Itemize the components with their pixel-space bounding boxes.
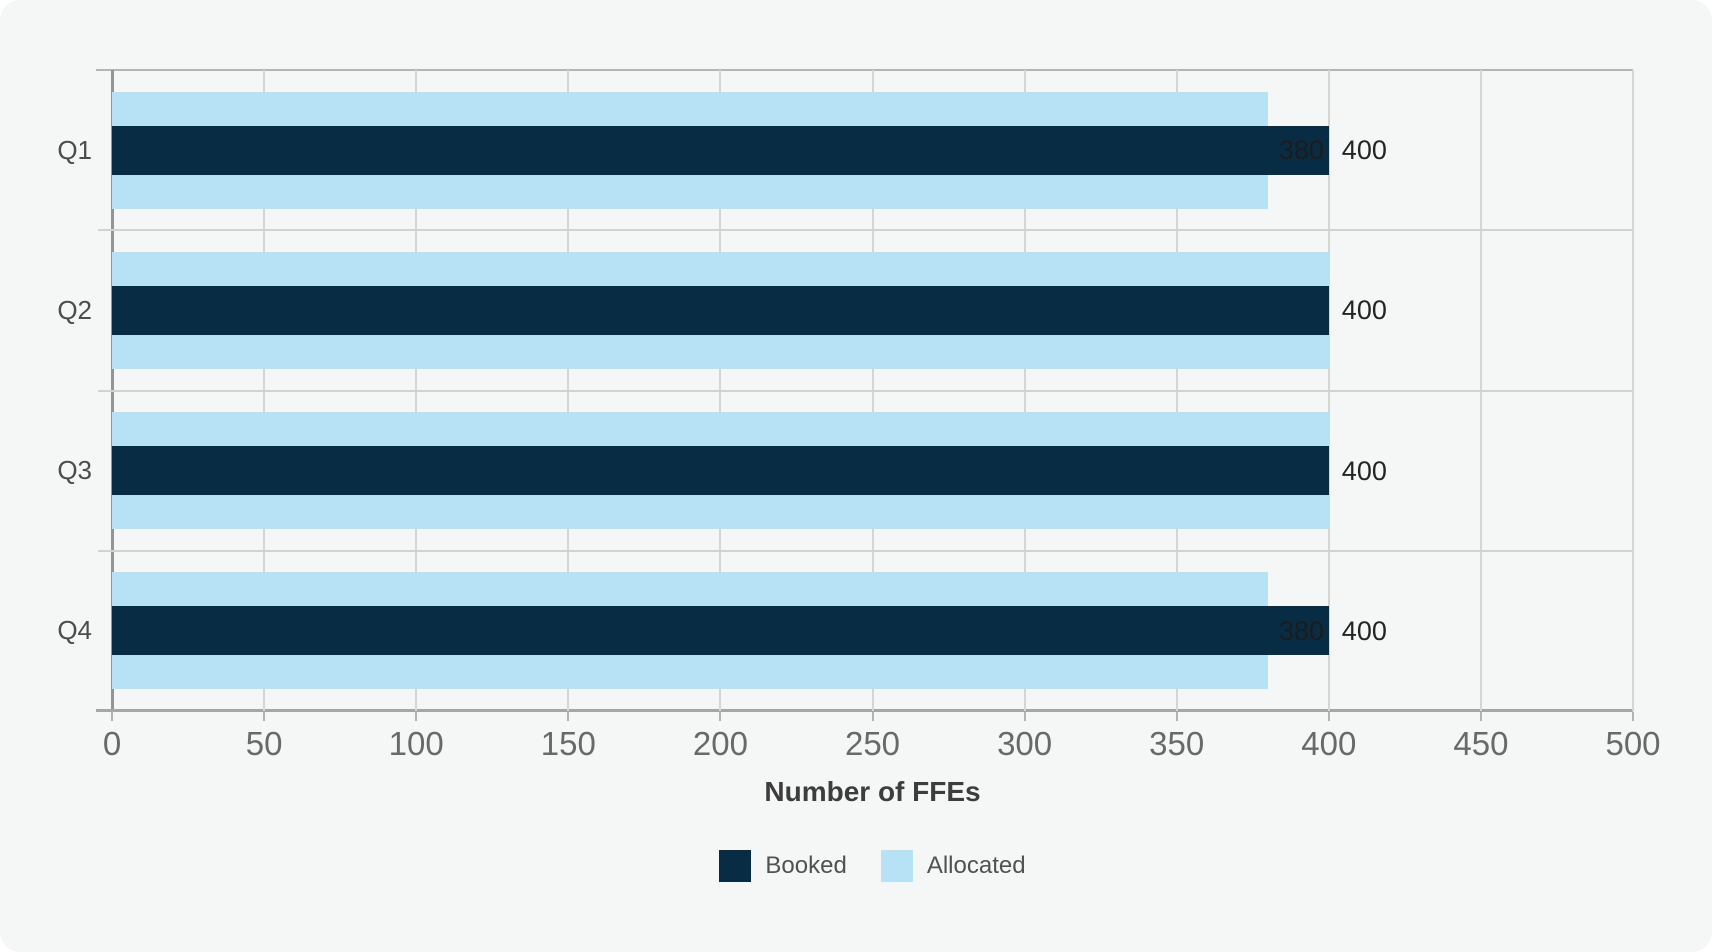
- x-tick-350: [1175, 712, 1178, 721]
- x-tick-label-350: 350: [1149, 725, 1205, 762]
- x-tick-label-400: 400: [1301, 725, 1357, 762]
- value-label-booked: 400: [1341, 455, 1387, 486]
- x-axis-title: Number of FFEs: [764, 776, 981, 807]
- bar-booked-q3: [112, 446, 1329, 496]
- x-tick-300: [1023, 712, 1026, 721]
- plot-area: 380 400 400 400 380 400 0 50 100 150 200 250 300 350 4…: [96, 69, 1661, 762]
- legend-label-booked: Booked: [765, 852, 847, 879]
- x-axis-line: [96, 709, 1633, 712]
- legend-label-allocated: Allocated: [926, 852, 1026, 879]
- y-axis-label-q1: Q1: [57, 134, 92, 165]
- x-tick-150: [567, 712, 570, 721]
- x-tick-250: [871, 712, 874, 721]
- y-axis-label-q3: Q3: [57, 455, 92, 486]
- x-tick-label-500: 500: [1605, 725, 1661, 762]
- legend-item-booked[interactable]: Booked: [719, 850, 847, 882]
- x-tick-50: [263, 712, 266, 721]
- x-tick-label-300: 300: [997, 725, 1053, 762]
- value-label-booked: 400: [1341, 135, 1387, 166]
- value-label-booked: 400: [1341, 615, 1387, 646]
- x-tick-label-250: 250: [844, 725, 901, 762]
- category-separator: [98, 229, 1633, 232]
- value-label-booked: 400: [1341, 295, 1387, 326]
- legend-swatch-booked: [719, 850, 752, 882]
- x-tick-100: [415, 712, 418, 721]
- y-axis-label-q4: Q4: [57, 615, 92, 646]
- legend: Booked Allocated: [112, 848, 1633, 884]
- x-tick-200: [719, 712, 722, 721]
- x-tick-label-0: 0: [102, 725, 122, 762]
- x-tick-label-150: 150: [540, 725, 596, 762]
- x-tick-0: [111, 712, 113, 721]
- bar-booked-q4: [112, 606, 1329, 656]
- gridline-x-500: [1632, 70, 1634, 711]
- category-separator: [98, 389, 1633, 392]
- x-tick-500: [1632, 712, 1634, 721]
- x-tick-label-50: 50: [245, 725, 283, 762]
- plot-top-border: [96, 69, 1633, 71]
- x-tick-450: [1479, 712, 1482, 721]
- bar-booked-q2: [112, 285, 1329, 335]
- x-tick-label-100: 100: [388, 725, 444, 762]
- legend-swatch-allocated: [880, 850, 913, 882]
- y-axis-label-q2: Q2: [57, 294, 92, 325]
- x-tick-400: [1327, 712, 1330, 721]
- category-separator: [98, 549, 1633, 552]
- value-label-allocated: 380: [1278, 135, 1325, 166]
- legend-item-allocated[interactable]: Allocated: [880, 850, 1026, 882]
- x-tick-label-200: 200: [692, 725, 748, 762]
- value-label-allocated: 380: [1278, 615, 1325, 646]
- x-tick-label-450: 450: [1453, 725, 1509, 762]
- bar-booked-q1: [112, 125, 1329, 175]
